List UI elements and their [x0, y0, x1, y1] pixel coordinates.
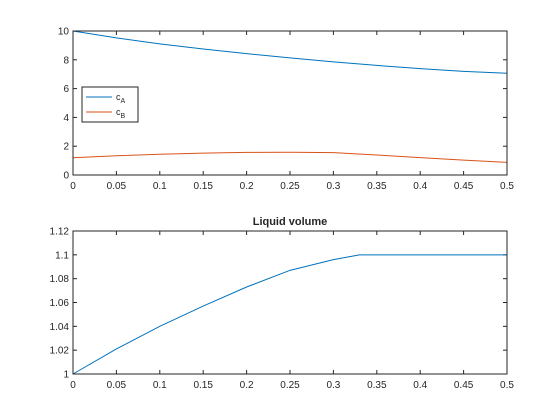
x-tick-label: 0.15	[193, 380, 213, 391]
x-tick-label: 0.4	[413, 380, 427, 391]
series-line-1	[72, 254, 507, 375]
x-tick-label: 0.1	[153, 380, 167, 391]
legend: cA cB	[81, 86, 139, 123]
x-tick-label: 0.35	[367, 380, 387, 391]
y-tick-label: 8	[63, 55, 69, 66]
x-tick-label: 0.35	[367, 181, 387, 192]
axes-box	[72, 30, 508, 176]
x-tick-label: 0.15	[193, 181, 213, 192]
x-tick-label: 0.05	[107, 380, 127, 391]
plot-area	[73, 231, 507, 374]
y-tick-label: 1.02	[50, 346, 70, 357]
x-tick-label: 0.5	[500, 181, 514, 192]
y-tick-label: 6	[63, 84, 69, 95]
y-tick-label: 2	[63, 142, 69, 153]
x-tick-label: 0.3	[326, 380, 340, 391]
y-tick-label: 1.08	[50, 274, 70, 285]
x-tick-label: 0.5	[500, 380, 514, 391]
axes-1: 0 0.05 0.1 0.15 0.2 0.25 0.3 0.35 0.4 0.45 0.5 0 2 4 6…	[58, 27, 515, 193]
x-tick-label: 0.4	[413, 181, 427, 192]
y-tick-label: 0	[63, 171, 69, 182]
y-tick-label: 1	[63, 370, 69, 381]
x-tick-label: 0	[70, 380, 76, 391]
series-line-b	[72, 151, 508, 163]
x-tick-label: 0.25	[280, 380, 300, 391]
x-tick-label: 0.45	[454, 181, 474, 192]
y-tick-label: 1.04	[50, 322, 70, 333]
axes-2: 0 0.05 0.1 0.15 0.2 0.25 0.3 0.35 0.4 0.45 0.5 1 1.0…	[50, 216, 515, 391]
x-tick-label: 0.45	[454, 380, 474, 391]
x-tick-label: 0.05	[107, 181, 127, 192]
y-tick-label: 1.12	[50, 227, 70, 238]
y-tick-label: 1.1	[55, 250, 69, 261]
x-tick-label: 0	[70, 181, 76, 192]
legend-entry-label: cB	[116, 107, 126, 120]
chart-title: Liquid volume	[253, 216, 328, 228]
y-tick-label: 10	[58, 27, 70, 38]
legend-box	[81, 86, 139, 123]
axes-box	[72, 230, 508, 375]
y-tick-label: 1.06	[50, 298, 70, 309]
legend-entry-label: cA	[116, 92, 126, 105]
x-tick-label: 0.1	[153, 181, 167, 192]
x-tick-label: 0.2	[240, 181, 254, 192]
y-tick-label: 4	[63, 113, 69, 124]
plot-area	[73, 31, 507, 175]
series-line-a	[72, 30, 508, 74]
x-tick-label: 0.25	[280, 181, 300, 192]
x-tick-label: 0.2	[240, 380, 254, 391]
x-tick-label: 0.3	[326, 181, 340, 192]
